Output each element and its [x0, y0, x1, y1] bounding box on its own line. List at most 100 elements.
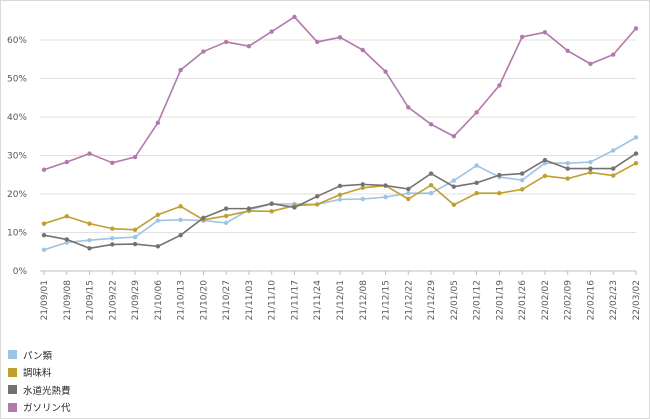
- data-point: [588, 61, 593, 67]
- x-tick-label: 21/12/08: [359, 280, 369, 321]
- data-point: [201, 49, 206, 54]
- data-point: [223, 39, 229, 45]
- data-point: [519, 171, 525, 176]
- data-point: [497, 83, 502, 88]
- data-point: [337, 183, 343, 189]
- data-point: [87, 221, 92, 226]
- x-tick-label: 21/09/15: [86, 280, 96, 320]
- data-point: [542, 173, 548, 179]
- data-point: [474, 191, 479, 196]
- data-point: [497, 191, 502, 196]
- data-point: [383, 183, 388, 188]
- data-point: [155, 120, 161, 125]
- data-point: [406, 191, 411, 196]
- data-point: [633, 135, 639, 140]
- data-point: [110, 242, 115, 247]
- x-tick-label: 21/11/24: [313, 280, 323, 321]
- x-tick-label: 21/09/22: [108, 280, 118, 320]
- data-point: [565, 48, 570, 53]
- data-point: [611, 52, 616, 57]
- data-point: [337, 192, 343, 197]
- y-tick-label: 30%: [7, 152, 27, 162]
- data-point: [178, 204, 183, 209]
- legend-item: パン類: [8, 346, 71, 364]
- data-point: [178, 67, 183, 73]
- data-point: [223, 206, 229, 211]
- x-tick-label: 22/02/16: [586, 280, 596, 321]
- data-point: [155, 218, 161, 223]
- data-point: [315, 39, 320, 45]
- data-point: [132, 154, 138, 160]
- data-point: [633, 161, 639, 166]
- data-point: [565, 161, 570, 166]
- y-axis-ticks: 0% 10% 20% 30% 40% 50% 60%: [7, 36, 27, 277]
- data-point: [588, 170, 593, 175]
- data-point: [474, 180, 479, 186]
- data-point: [315, 194, 320, 199]
- y-tick-label: 0%: [13, 267, 28, 277]
- data-point: [588, 166, 593, 171]
- legend-label: ガソリン代: [23, 403, 71, 415]
- legend-item: ガソリン代: [8, 399, 71, 417]
- x-tick-label: 21/12/15: [382, 280, 392, 320]
- data-point: [474, 163, 479, 168]
- data-point: [223, 220, 229, 226]
- data-point: [155, 244, 161, 249]
- data-point: [41, 221, 47, 226]
- x-tick-label: 21/10/27: [222, 280, 232, 320]
- x-tick-label: 21/09/29: [131, 280, 141, 321]
- data-point: [110, 226, 115, 231]
- data-point: [406, 186, 411, 192]
- x-tick-label: 21/10/06: [154, 280, 164, 321]
- data-point: [269, 29, 274, 34]
- x-tick-label: 21/10/13: [177, 280, 187, 320]
- data-point: [64, 237, 69, 242]
- y-tick-label: 20%: [7, 190, 27, 200]
- legend-swatch: [8, 385, 17, 395]
- x-tick-label: 22/01/12: [473, 280, 483, 320]
- x-tick-label: 22/02/23: [609, 280, 619, 320]
- data-point: [451, 134, 457, 139]
- y-tick-label: 10%: [7, 229, 27, 239]
- data-point: [178, 217, 183, 222]
- x-tick-label: 21/11/03: [245, 280, 255, 320]
- data-point: [292, 14, 297, 20]
- data-point: [360, 185, 365, 191]
- data-point: [269, 201, 274, 206]
- data-point: [611, 173, 616, 178]
- x-tick-label: 21/12/22: [404, 280, 414, 320]
- data-point: [406, 105, 411, 110]
- data-point: [132, 241, 138, 247]
- series-lines: [41, 14, 639, 253]
- data-point: [292, 205, 297, 210]
- x-tick-label: 22/02/02: [541, 280, 551, 320]
- legend: パン類調味料 水道光熱費ガソリン代: [8, 346, 71, 416]
- data-point: [633, 26, 639, 31]
- data-point: [542, 161, 548, 166]
- x-tick-label: 21/12/01: [336, 280, 346, 320]
- y-tick-label: 60%: [7, 36, 27, 46]
- data-point: [223, 213, 229, 219]
- x-tick-label: 22/03/02: [632, 280, 642, 320]
- x-tick-label: 22/01/05: [450, 280, 460, 320]
- data-point: [542, 157, 548, 163]
- x-axis-ticks: 21/09/01 21/09/08 21/09/15 21/09/22 21/09/29…: [40, 271, 642, 320]
- gridlines: [40, 39, 636, 272]
- legend-item: 水道光熱費: [8, 381, 71, 399]
- data-point: [428, 182, 434, 188]
- data-point: [611, 166, 616, 171]
- data-point: [383, 69, 388, 74]
- legend-item: 調味料: [8, 364, 71, 382]
- data-point: [64, 240, 69, 245]
- data-point: [246, 43, 252, 49]
- data-point: [428, 171, 434, 176]
- data-point: [201, 215, 206, 221]
- data-point: [565, 176, 570, 181]
- data-point: [474, 110, 479, 115]
- legend-swatch: [8, 367, 17, 377]
- data-point: [542, 30, 548, 35]
- legend-label: パン類: [23, 350, 52, 362]
- x-tick-label: 22/01/26: [518, 280, 528, 321]
- data-point: [588, 159, 593, 165]
